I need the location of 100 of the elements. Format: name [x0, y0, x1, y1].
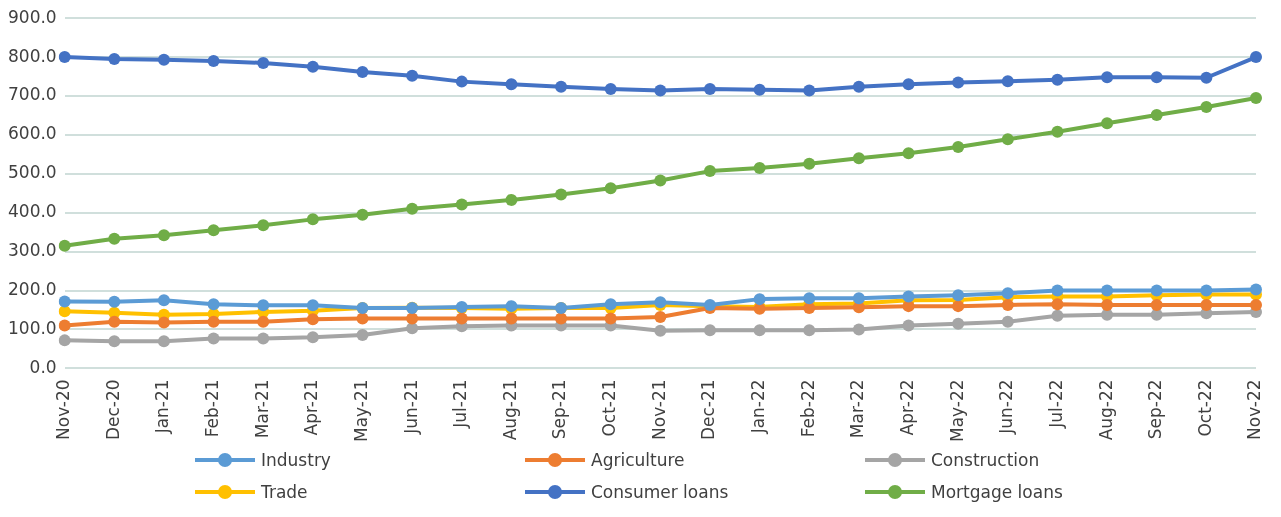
- point: [952, 76, 965, 89]
- point: [406, 202, 419, 215]
- point: [654, 311, 667, 324]
- point: [1150, 284, 1163, 297]
- point: [604, 182, 617, 195]
- point: [108, 232, 121, 245]
- point: [654, 174, 667, 187]
- point: [1250, 91, 1262, 104]
- point: [356, 65, 369, 78]
- point: [902, 78, 915, 91]
- point: [1150, 109, 1163, 122]
- point: [505, 193, 518, 206]
- point: [207, 332, 220, 345]
- legend-label: Industry: [261, 450, 331, 470]
- x-tick-label: Apr-21: [301, 379, 322, 436]
- point: [803, 157, 816, 170]
- x-tick-label: May-22: [946, 379, 967, 443]
- point: [1051, 125, 1064, 138]
- point: [1101, 284, 1114, 297]
- point: [306, 60, 319, 73]
- x-tick-label: Jul-22: [1045, 379, 1066, 429]
- y-tick-label: 100.0: [8, 317, 57, 338]
- point: [455, 312, 468, 325]
- point: [406, 322, 419, 335]
- point: [306, 313, 319, 326]
- point: [753, 162, 766, 174]
- point: [952, 300, 965, 313]
- point: [157, 335, 170, 348]
- point: [753, 324, 766, 337]
- point: [852, 152, 865, 165]
- point: [1001, 315, 1014, 328]
- point: [654, 84, 667, 97]
- point: [1101, 71, 1114, 84]
- point: [455, 75, 468, 88]
- point: [952, 289, 965, 302]
- y-tick-label: 400.0: [8, 201, 57, 222]
- point: [58, 334, 71, 347]
- point: [1101, 298, 1114, 311]
- point: [803, 324, 816, 337]
- point: [157, 229, 170, 242]
- x-tick-label: Feb-21: [202, 379, 223, 438]
- point: [753, 293, 766, 306]
- point: [1250, 51, 1262, 64]
- x-tick-label: Mar-21: [251, 379, 272, 439]
- x-tick-label: Mar-22: [847, 379, 868, 439]
- point: [1200, 71, 1213, 84]
- x-tick-label: Oct-21: [599, 379, 620, 437]
- point: [952, 140, 965, 153]
- x-tick-label: Apr-22: [896, 379, 917, 436]
- point: [1051, 298, 1064, 311]
- y-tick-label: 700.0: [8, 84, 57, 105]
- point: [1001, 75, 1014, 88]
- point: [257, 332, 270, 345]
- x-tick-label: Jan-22: [748, 379, 769, 435]
- point: [1250, 298, 1262, 311]
- x-tick-label: Aug-22: [1095, 379, 1116, 441]
- point: [58, 319, 71, 332]
- point: [157, 316, 170, 329]
- x-tick-label: Jun-21: [400, 379, 421, 435]
- point: [1001, 298, 1014, 311]
- point: [803, 292, 816, 305]
- point: [1101, 117, 1114, 130]
- point: [555, 188, 568, 201]
- point: [604, 83, 617, 96]
- point: [257, 219, 270, 232]
- point: [1051, 284, 1064, 297]
- point: [58, 239, 71, 252]
- point: [108, 53, 121, 66]
- x-tick-label: Feb-22: [797, 379, 818, 438]
- point: [703, 324, 716, 337]
- point: [852, 80, 865, 93]
- x-tick-label: Sep-21: [549, 379, 570, 440]
- point: [852, 323, 865, 336]
- legend-label: Agriculture: [591, 450, 685, 470]
- x-tick-label: Nov-22: [1244, 379, 1265, 440]
- point: [58, 295, 71, 308]
- point: [1001, 133, 1014, 146]
- point: [58, 51, 71, 64]
- point: [803, 84, 816, 97]
- x-tick-label: Dec-21: [698, 379, 719, 441]
- point: [1250, 283, 1262, 296]
- point: [1150, 71, 1163, 84]
- point: [902, 147, 915, 160]
- point: [108, 335, 121, 348]
- point: [1051, 73, 1064, 86]
- legend-label: Construction: [931, 450, 1040, 470]
- point: [1001, 287, 1014, 300]
- point: [356, 312, 369, 325]
- y-tick-label: 0.0: [29, 356, 57, 377]
- point: [505, 312, 518, 325]
- point: [207, 55, 220, 67]
- x-tick-label: Sep-22: [1145, 379, 1166, 440]
- point: [108, 295, 121, 308]
- legend-label: Consumer loans: [591, 482, 729, 502]
- point: [406, 312, 419, 325]
- y-tick-label: 500.0: [8, 162, 57, 183]
- point: [852, 292, 865, 305]
- point: [207, 315, 220, 328]
- point: [952, 317, 965, 330]
- point: [157, 53, 170, 66]
